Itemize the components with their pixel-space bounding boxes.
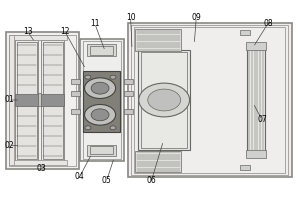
Text: 11: 11 [90, 19, 100, 28]
Circle shape [85, 104, 116, 125]
Bar [71, 109, 80, 114]
Text: 12: 12 [60, 27, 70, 36]
Text: 13: 13 [23, 27, 32, 36]
Bar [128, 23, 292, 177]
Text: 08: 08 [263, 19, 273, 28]
Bar [124, 91, 133, 96]
Text: 04: 04 [75, 172, 85, 181]
Text: 02: 02 [4, 141, 14, 150]
Bar [80, 39, 124, 161]
Bar [138, 50, 190, 150]
Bar [247, 48, 265, 152]
Circle shape [85, 75, 91, 79]
Bar [83, 71, 120, 132]
Bar [17, 42, 37, 159]
Bar [71, 91, 80, 96]
Bar [12, 160, 67, 165]
Bar [12, 35, 67, 40]
Bar [38, 93, 41, 106]
Bar [124, 79, 133, 84]
Text: 06: 06 [147, 176, 156, 185]
Bar [124, 109, 133, 114]
Text: 01: 01 [4, 95, 14, 104]
Bar [90, 146, 113, 154]
Bar [6, 32, 79, 169]
Circle shape [139, 83, 190, 117]
Bar [247, 150, 266, 158]
Circle shape [91, 82, 109, 94]
Bar [240, 165, 250, 170]
Text: 10: 10 [126, 13, 135, 22]
Text: 05: 05 [102, 176, 112, 185]
Bar [240, 30, 250, 35]
Bar [43, 42, 62, 159]
Bar [83, 41, 121, 159]
Bar [41, 94, 64, 106]
Circle shape [85, 78, 116, 98]
Bar [247, 42, 266, 50]
Bar [71, 79, 80, 84]
Circle shape [91, 109, 109, 121]
Bar [135, 29, 182, 51]
Bar [9, 35, 76, 166]
Circle shape [148, 89, 181, 111]
Text: 03: 03 [36, 164, 46, 173]
Bar [15, 40, 38, 161]
Bar [141, 52, 187, 148]
Text: 07: 07 [257, 115, 267, 124]
Bar [41, 40, 64, 161]
Text: 09: 09 [191, 13, 201, 22]
Bar [15, 94, 38, 106]
Circle shape [110, 126, 116, 130]
Bar [131, 25, 288, 175]
Bar [90, 46, 113, 55]
Bar [87, 44, 116, 56]
Bar [87, 145, 116, 156]
Bar [135, 151, 182, 172]
Bar [134, 27, 285, 173]
Circle shape [110, 75, 116, 79]
Bar [9, 35, 14, 165]
Circle shape [85, 126, 91, 130]
